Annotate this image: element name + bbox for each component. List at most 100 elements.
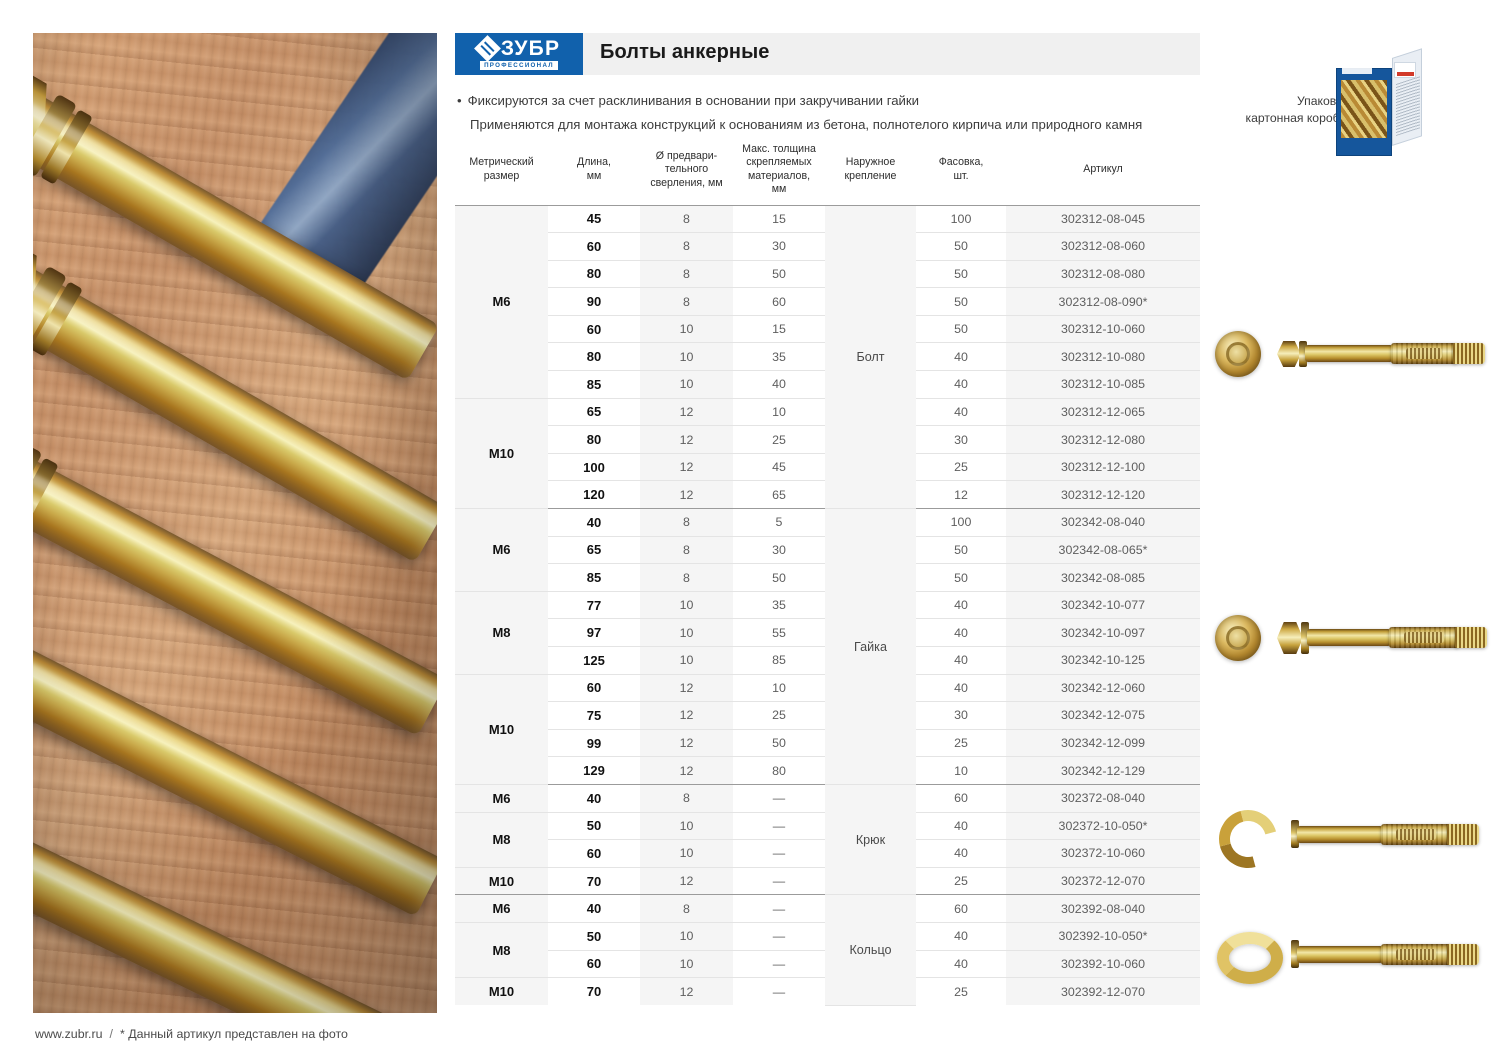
cell-length: 80: [548, 425, 640, 454]
cell-max-thickness: 50: [733, 563, 825, 592]
cell-max-thickness: 60: [733, 287, 825, 316]
th-external-mount: Наружное крепление: [825, 137, 916, 205]
cell-length: 40: [548, 783, 640, 813]
cell-article: 302372-08-040: [1006, 783, 1200, 813]
cell-metric-size: M6: [455, 894, 548, 923]
table-row: M10 65 12 10 40 302312-12-065: [455, 398, 1200, 510]
zubr-arrow-icon: [473, 35, 501, 63]
cell-drill-diameter: 12: [640, 398, 733, 427]
cell-article: 302342-08-085: [1006, 563, 1200, 592]
cell-packing: 40: [916, 922, 1006, 951]
th-article: Артикул: [1006, 137, 1200, 205]
cell-length: 120: [548, 480, 640, 509]
table-row: M10 60 12 10 40 302342-12-060: [455, 674, 1200, 785]
cell-length: 85: [548, 370, 640, 399]
cell-length: 70: [548, 867, 640, 895]
cell-max-thickness: 5: [733, 508, 825, 537]
packaging-label: Упаковка:: [1296, 94, 1352, 108]
cell-packing: 25: [916, 729, 1006, 758]
cell-article: 302372-10-060: [1006, 839, 1200, 868]
cell-article: 302342-10-097: [1006, 618, 1200, 647]
cell-packing: 40: [916, 812, 1006, 841]
cell-metric-size: M8: [455, 812, 548, 868]
cell-external-mount: Болт: [825, 205, 916, 510]
cell-max-thickness: 40: [733, 370, 825, 399]
cell-length: 97: [548, 618, 640, 647]
cell-packing: 30: [916, 425, 1006, 454]
cell-packing: 30: [916, 701, 1006, 730]
cell-packing: 25: [916, 453, 1006, 482]
cell-packing: 40: [916, 674, 1006, 703]
cell-packing: 40: [916, 950, 1006, 979]
cell-article: 302312-12-120: [1006, 480, 1200, 509]
th-max-thickness: Макс. толщина скрепляемых материалов, мм: [733, 137, 825, 205]
cell-max-thickness: 85: [733, 646, 825, 675]
cell-length: 75: [548, 701, 640, 730]
cell-drill-diameter: 10: [640, 370, 733, 399]
cell-drill-diameter: 8: [640, 894, 733, 923]
cell-packing: 60: [916, 783, 1006, 813]
cell-packing: 50: [916, 232, 1006, 261]
cell-packing: 25: [916, 867, 1006, 895]
cell-length: 80: [548, 260, 640, 289]
table-row: 80 8 50 50 302312-08-080: [455, 260, 1200, 289]
cell-drill-diameter: 10: [640, 812, 733, 841]
cell-article: 302342-12-075: [1006, 701, 1200, 730]
cell-length: 60: [548, 950, 640, 979]
cell-packing: 40: [916, 370, 1006, 399]
cell-length: 60: [548, 674, 640, 703]
table-head: Метрический размер Длина, мм Ø предвари-те…: [455, 137, 1200, 205]
th-packing: Фасовка, шт.: [916, 137, 1006, 205]
cell-max-thickness: 10: [733, 674, 825, 703]
table-row: M6 40 8 5 Гайка 100 302342-08-040: [455, 508, 1200, 785]
cell-max-thickness: 50: [733, 729, 825, 758]
cell-drill-diameter: 8: [640, 536, 733, 565]
cell-packing: 50: [916, 563, 1006, 592]
cell-packing: 100: [916, 205, 1006, 234]
cell-drill-diameter: 10: [640, 646, 733, 675]
cell-article: 302372-10-050*: [1006, 812, 1200, 841]
table-row: M6 40 8— Кольцо 60 302392-08-040: [455, 894, 1200, 1006]
page-title: Болты анкерные: [600, 41, 770, 63]
th-length: Длина, мм: [548, 137, 640, 205]
cell-article: 302312-08-090*: [1006, 287, 1200, 316]
cell-max-thickness: 80: [733, 756, 825, 785]
description-bullet-1-text: Фиксируются за счет расклинивания в осно…: [467, 93, 920, 108]
cell-drill-diameter: 10: [640, 950, 733, 979]
cell-drill-diameter: 12: [640, 756, 733, 785]
cell-article: 302312-10-060: [1006, 315, 1200, 344]
zubr-logo: ЗУБР ПРОФЕССИОНАЛ: [455, 33, 583, 75]
cell-packing: 10: [916, 756, 1006, 785]
table-row: 85 10 40 40 302312-10-085: [455, 370, 1200, 399]
specifications-table: Метрический размер Длина, мм Ø предвари-те…: [455, 137, 1200, 1006]
zubr-logo-word: ЗУБР: [500, 37, 561, 61]
footer: www.zubr.ru / * Данный артикул представлен…: [35, 1027, 348, 1041]
table-row: 65 8 30 50 302342-08-065*: [455, 536, 1200, 565]
cell-packing: 40: [916, 618, 1006, 647]
cell-article: 302312-08-060: [1006, 232, 1200, 261]
cell-max-thickness: 65: [733, 480, 825, 509]
cell-length: 77: [548, 591, 640, 620]
table-row: 60 8 30 50 302312-08-060: [455, 232, 1200, 261]
cell-drill-diameter: 12: [640, 480, 733, 509]
cell-metric-size: M8: [455, 591, 548, 675]
table-body: M6 45 8 15 Болт 100 302312-08-045 60 8 30 50 302312…: [455, 205, 1200, 1006]
cell-article: 302312-08-045: [1006, 205, 1200, 234]
footer-website[interactable]: www.zubr.ru: [35, 1027, 103, 1041]
cell-length: 100: [548, 453, 640, 482]
cell-article: 302392-12-070: [1006, 977, 1200, 1006]
cell-packing: 60: [916, 894, 1006, 923]
cell-article: 302312-12-065: [1006, 398, 1200, 427]
table-row: M10 70 12— 25 302372-12-070: [455, 867, 1200, 895]
cell-metric-size: M6: [455, 508, 548, 592]
cell-length: 40: [548, 894, 640, 923]
table-row: 80 12 25 30 302312-12-080: [455, 425, 1200, 454]
packaging-box-image: [1336, 48, 1422, 158]
cell-metric-size: M8: [455, 922, 548, 979]
table-row: 100 12 45 25 302312-12-100: [455, 453, 1200, 482]
table-row: 129 12 80 10 302342-12-129: [455, 756, 1200, 785]
cell-metric-size: M10: [455, 398, 548, 510]
cell-external-mount: Кольцо: [825, 894, 916, 1006]
cell-packing: 50: [916, 536, 1006, 565]
